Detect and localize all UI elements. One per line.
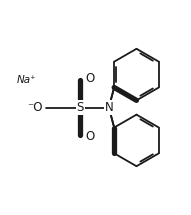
Text: N: N bbox=[104, 101, 113, 114]
Text: O: O bbox=[85, 72, 94, 85]
Text: ⁻O: ⁻O bbox=[28, 101, 43, 114]
Text: O: O bbox=[85, 130, 94, 143]
Text: S: S bbox=[77, 101, 84, 114]
Text: Na⁺: Na⁺ bbox=[17, 75, 37, 85]
